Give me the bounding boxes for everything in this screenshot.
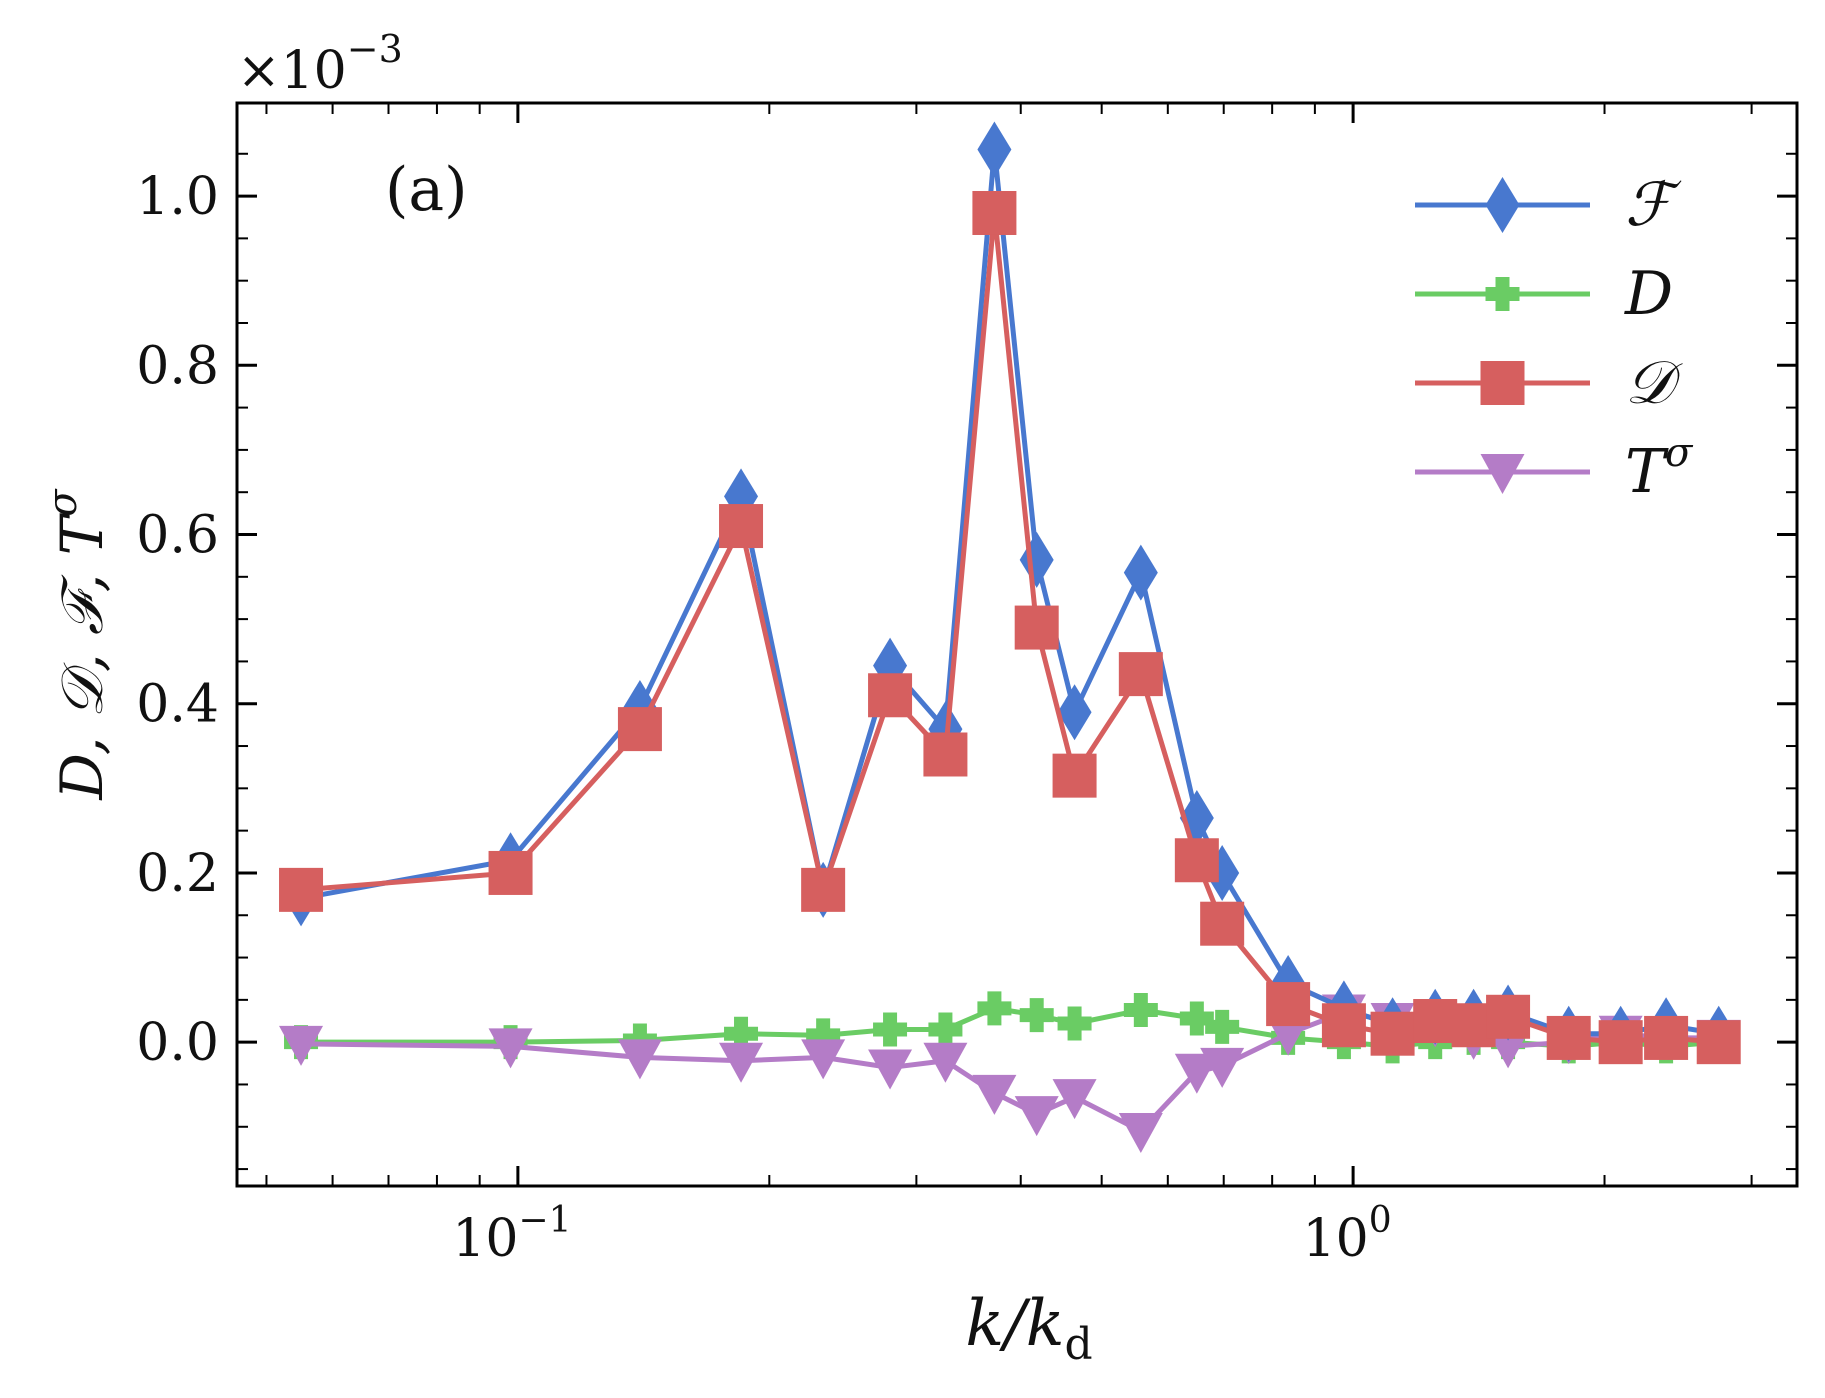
data-point	[1014, 1096, 1059, 1137]
x-axis: 10−1 100	[265, 103, 1753, 1269]
series-square	[279, 190, 1741, 1065]
x-tick-label: 100	[1303, 1200, 1392, 1269]
data-point	[1118, 652, 1163, 697]
y-axis-title-text: D, 𝒟, ℱ, Tσ	[40, 488, 116, 801]
legend-label-sup: σ	[1665, 430, 1694, 476]
data-point	[1052, 753, 1097, 798]
series-line	[300, 210, 1719, 1045]
y-axis: 0.0 0.2 0.4 0.6 0.8 1.0	[136, 152, 1797, 1171]
x-tick-label-exponent: −1	[518, 1200, 571, 1241]
x-tick-label-base: 10	[1303, 1209, 1369, 1269]
data-point	[923, 732, 968, 777]
x-tick-label: 10−1	[452, 1200, 571, 1269]
data-point	[1019, 531, 1054, 588]
data-point	[1052, 1079, 1097, 1120]
x-tick-label-exponent: 0	[1369, 1200, 1392, 1241]
data-point	[279, 867, 324, 912]
data-point	[1019, 998, 1054, 1033]
legend-marker	[1485, 277, 1520, 311]
legend-label: Tσ	[1625, 430, 1694, 507]
data-point	[1546, 1015, 1591, 1060]
y-tick-label: 1.0	[136, 167, 219, 227]
legend-label: 𝒟	[1625, 348, 1683, 418]
x-tick-label-base: 10	[452, 1209, 518, 1269]
data-point	[488, 850, 533, 895]
data-point	[801, 867, 846, 912]
x-axis-title-main: k/k	[965, 1287, 1064, 1361]
data-point	[1200, 1047, 1245, 1088]
data-point	[488, 1028, 533, 1069]
data-point	[928, 1012, 963, 1047]
data-point	[1598, 1020, 1643, 1065]
data-point	[1057, 684, 1092, 741]
y-axis-title-sup: σ	[40, 488, 86, 517]
data-point	[1057, 1006, 1092, 1041]
data-point	[724, 1016, 759, 1051]
data-point	[806, 1018, 841, 1053]
series-diamond	[284, 121, 1736, 1062]
data-point	[1123, 993, 1158, 1028]
data-point	[1413, 999, 1458, 1044]
y-tick-label: 0.0	[136, 1013, 219, 1073]
y-axis-title: D, 𝒟, ℱ, Tσ	[40, 488, 116, 801]
data-point	[1321, 1003, 1366, 1048]
y-tick-label: 0.6	[136, 506, 219, 566]
data-point	[972, 1074, 1017, 1115]
x-axis-title: k/kd	[965, 1287, 1092, 1370]
data-point	[972, 190, 1017, 235]
y-multiplier-exponent: −3	[347, 27, 403, 71]
y-tick-label: 0.4	[136, 675, 219, 735]
y-tick-label: 0.2	[136, 844, 219, 904]
data-point	[1205, 1009, 1240, 1044]
data-point	[1118, 1113, 1163, 1154]
data-point	[719, 1042, 764, 1083]
legend-marker	[1485, 177, 1520, 233]
data-point	[1174, 838, 1219, 883]
legend-marker	[1480, 454, 1525, 494]
data-point	[868, 1049, 913, 1090]
panel-label: (a)	[385, 155, 468, 225]
data-point	[617, 707, 662, 752]
x-axis-title-sub: d	[1064, 1319, 1092, 1370]
data-point	[923, 1042, 968, 1083]
data-point	[279, 1025, 324, 1066]
data-point	[617, 1039, 662, 1080]
legend-marker	[1480, 361, 1525, 405]
data-point	[977, 991, 1012, 1026]
data-point	[1123, 544, 1158, 601]
legend-item: 𝒟	[1415, 348, 1683, 418]
data-point	[719, 504, 764, 549]
legend-item: D	[1415, 259, 1673, 329]
legend-item: Tσ	[1415, 430, 1694, 507]
y-axis-multiplier: ×10−3	[237, 27, 403, 101]
data-point	[1486, 994, 1531, 1039]
data-point	[868, 673, 913, 718]
data-point	[1174, 1053, 1219, 1094]
y-axis-title-main: D, 𝒟, ℱ, T	[48, 512, 116, 800]
data-point	[873, 1012, 908, 1047]
legend-label-main: T	[1625, 437, 1669, 507]
y-multiplier-base: ×10	[237, 41, 347, 101]
legend-item: ℱ	[1415, 170, 1682, 240]
data-point	[977, 121, 1012, 178]
legend-label: ℱ	[1625, 170, 1682, 240]
data-point	[1696, 1020, 1741, 1065]
data-point	[1014, 605, 1059, 650]
legend-label: D	[1624, 259, 1673, 329]
series-layer	[279, 121, 1741, 1154]
data-point	[1179, 1001, 1214, 1036]
plot-frame	[235, 101, 1799, 1188]
data-point	[1644, 1015, 1689, 1060]
data-point	[1266, 982, 1311, 1027]
data-point	[1370, 1011, 1415, 1056]
data-point	[1200, 901, 1245, 946]
data-point	[801, 1039, 846, 1080]
y-tick-label: 0.8	[136, 336, 219, 396]
x-axis-title-text: k/kd	[965, 1287, 1092, 1370]
